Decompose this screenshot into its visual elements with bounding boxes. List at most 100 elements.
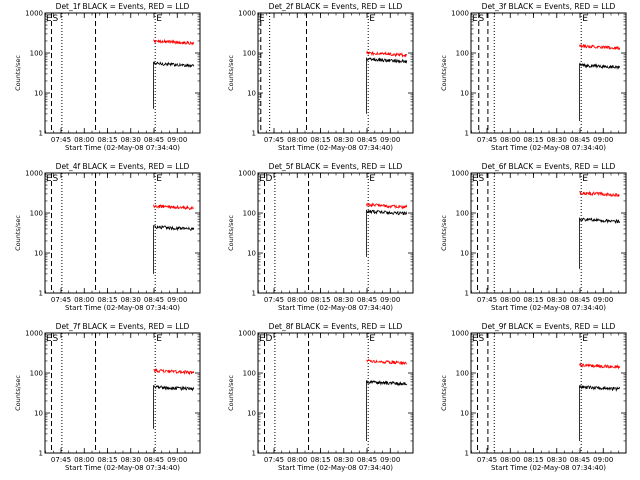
y-axis-label: Counts/sec	[440, 215, 448, 251]
x-tick-label: 09:00	[167, 296, 187, 304]
series-line-lld	[153, 38, 195, 46]
event-marker-label: E	[46, 14, 52, 24]
chart-panel-2: Det_2f BLACK = Events, RED = LLD 1 10 100 10…	[227, 2, 414, 152]
event-marker-label: S	[53, 14, 59, 24]
x-tick-label: 08:30	[121, 456, 141, 464]
event-marker-label: S	[479, 334, 485, 344]
x-axis-label: Start Time (02-May-08 07:34:40)	[491, 464, 606, 472]
x-tick-label: 08:45	[144, 296, 164, 304]
x-axis-label: Start Time (02-May-08 07:34:40)	[65, 304, 180, 312]
event-marker-label: E	[369, 14, 375, 24]
event-marker-label: E	[582, 334, 588, 344]
x-tick-label: 09:00	[167, 456, 187, 464]
series-line-lld	[366, 202, 408, 210]
series-line-events	[579, 384, 621, 441]
y-tick-label: 1	[252, 450, 256, 458]
y-tick-label: 100	[243, 210, 256, 218]
y-tick-label: 1000	[25, 330, 43, 338]
y-axis-label: Counts/sec	[14, 55, 22, 91]
series-line-lld	[579, 43, 621, 51]
y-tick-label: 100	[30, 50, 43, 58]
x-tick-label: 08:30	[121, 296, 141, 304]
series-line-lld	[366, 358, 407, 366]
plot-frame	[257, 172, 414, 294]
y-tick-label: 1	[465, 130, 469, 138]
x-tick-label: 08:00	[74, 136, 94, 144]
chart-title: Det_8f BLACK = Events, RED = LLD	[269, 322, 403, 331]
x-tick-label: 08:15	[523, 136, 543, 144]
y-tick-label: 1	[39, 130, 43, 138]
event-marker-label: E	[472, 14, 478, 24]
x-tick-label: 08:30	[334, 296, 354, 304]
y-tick-label: 10	[247, 250, 256, 258]
x-tick-label: 07:45	[477, 136, 497, 144]
x-tick-label: 08:45	[144, 456, 164, 464]
x-tick-label: 07:45	[477, 456, 497, 464]
event-marker-label: S	[479, 14, 485, 24]
y-tick-label: 1000	[238, 330, 256, 338]
chart-title: Det_4f BLACK = Events, RED = LLD	[56, 162, 190, 171]
x-tick-label: 08:30	[547, 136, 567, 144]
y-axis-label: Counts/sec	[14, 215, 22, 251]
event-marker-label: E	[46, 174, 52, 184]
event-marker-label: E	[156, 14, 162, 24]
y-axis-label: Counts/sec	[227, 215, 235, 251]
chart-title: Det_9f BLACK = Events, RED = LLD	[482, 322, 616, 331]
chart-panel-7: Det_7f BLACK = Events, RED = LLD 1 10 100 10…	[14, 322, 201, 472]
chart-title: Det_3f BLACK = Events, RED = LLD	[482, 2, 616, 11]
x-tick-label: 09:00	[380, 456, 400, 464]
event-marker-label: E	[472, 174, 478, 184]
x-tick-label: 08:45	[570, 456, 590, 464]
plot-frame	[257, 332, 414, 454]
plot-frame	[44, 332, 201, 454]
x-axis-label: Start Time (02-May-08 07:34:40)	[278, 304, 393, 312]
x-tick-label: 07:45	[264, 136, 284, 144]
series-line-events	[153, 61, 195, 109]
event-marker-label: E	[259, 174, 265, 184]
y-tick-label: 100	[456, 50, 469, 58]
y-axis-label: Counts/sec	[440, 55, 448, 91]
x-tick-label: 09:00	[380, 296, 400, 304]
x-tick-label: 08:00	[74, 456, 94, 464]
y-tick-label: 1000	[25, 170, 43, 178]
x-tick-label: 09:00	[593, 296, 613, 304]
x-tick-label: 07:45	[51, 136, 71, 144]
y-tick-label: 10	[460, 250, 469, 258]
y-tick-label: 10	[34, 90, 43, 98]
x-tick-label: 08:15	[97, 136, 117, 144]
event-marker-label: E	[472, 334, 478, 344]
series-line-events	[153, 385, 195, 429]
x-tick-label: 08:15	[97, 456, 117, 464]
x-axis-label: Start Time (02-May-08 07:34:40)	[491, 304, 606, 312]
y-axis-label: Counts/sec	[227, 55, 235, 91]
y-tick-label: 10	[460, 90, 469, 98]
x-tick-label: 08:30	[334, 456, 354, 464]
x-tick-label: 08:00	[500, 136, 520, 144]
series-line-lld	[579, 190, 620, 198]
event-marker-label: E	[259, 334, 265, 344]
series-line-lld	[153, 204, 194, 211]
x-tick-label: 08:45	[144, 136, 164, 144]
event-marker-label: E	[259, 14, 265, 24]
chart-panel-6: Det_6f BLACK = Events, RED = LLD 1 10 100 10…	[440, 162, 627, 312]
chart-title: Det_5f BLACK = Events, RED = LLD	[269, 162, 403, 171]
x-tick-label: 09:00	[593, 136, 613, 144]
y-tick-label: 1000	[238, 10, 256, 18]
plot-frame	[470, 12, 627, 134]
x-tick-label: 09:00	[380, 136, 400, 144]
x-tick-label: 08:00	[287, 136, 307, 144]
y-tick-label: 100	[243, 370, 256, 378]
y-axis-label: Counts/sec	[440, 375, 448, 411]
x-tick-label: 08:00	[287, 456, 307, 464]
chart-title: Det_7f BLACK = Events, RED = LLD	[56, 322, 190, 331]
x-tick-label: 08:30	[121, 136, 141, 144]
y-tick-label: 10	[34, 250, 43, 258]
x-tick-label: 07:45	[264, 456, 284, 464]
y-axis-label: Counts/sec	[14, 375, 22, 411]
x-tick-label: 08:00	[74, 296, 94, 304]
event-marker-label: S	[53, 334, 59, 344]
x-axis-label: Start Time (02-May-08 07:34:40)	[491, 144, 606, 152]
x-axis-label: Start Time (02-May-08 07:34:40)	[65, 144, 180, 152]
event-marker-label: E	[46, 334, 52, 344]
